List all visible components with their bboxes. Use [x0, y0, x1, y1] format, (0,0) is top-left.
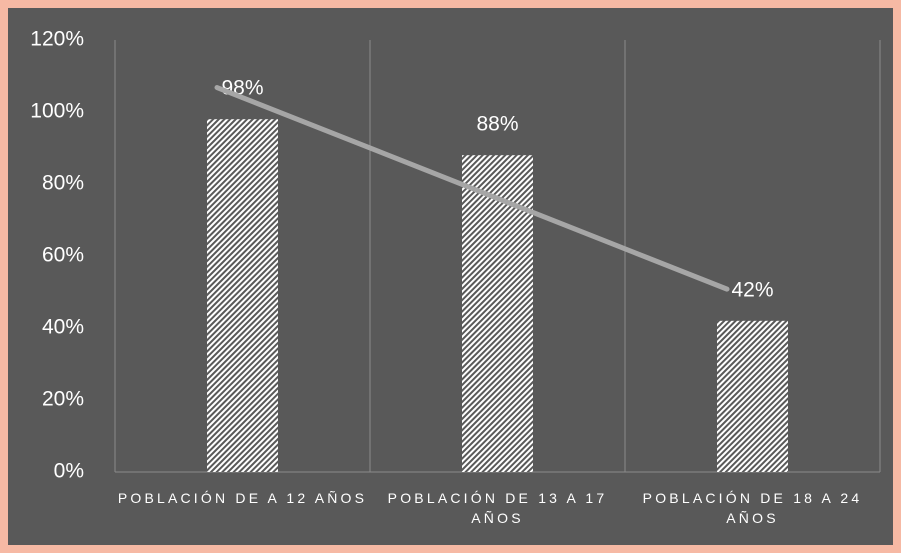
y-tick-label: 0% — [54, 460, 84, 483]
data-label: 42% — [731, 278, 773, 301]
bar — [207, 119, 278, 472]
data-label: 88% — [476, 113, 518, 136]
y-tick-label: 80% — [42, 172, 84, 195]
bar — [462, 155, 533, 472]
y-tick-label: 120% — [30, 28, 84, 51]
y-tick-label: 40% — [42, 316, 84, 339]
y-tick-label: 100% — [30, 100, 84, 123]
y-tick-label: 20% — [42, 388, 84, 411]
x-tick-label: POBLACIÓN DE 13 A 17 AÑOS — [387, 490, 608, 526]
x-tick-label: POBLACIÓN DE A 12 AÑOS — [117, 490, 368, 506]
trendline — [214, 85, 730, 292]
bar — [717, 320, 788, 472]
x-tick-label: POBLACIÓN DE 18 A 24 AÑOS — [642, 490, 863, 526]
y-tick-label: 60% — [42, 244, 84, 267]
